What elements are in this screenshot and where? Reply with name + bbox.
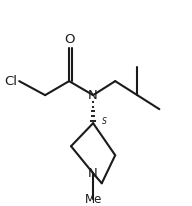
Text: Cl: Cl	[4, 75, 17, 88]
Text: N: N	[88, 167, 98, 180]
Text: N: N	[88, 89, 98, 102]
Text: S: S	[102, 117, 107, 126]
Text: Me: Me	[84, 193, 102, 206]
Text: O: O	[64, 33, 74, 46]
